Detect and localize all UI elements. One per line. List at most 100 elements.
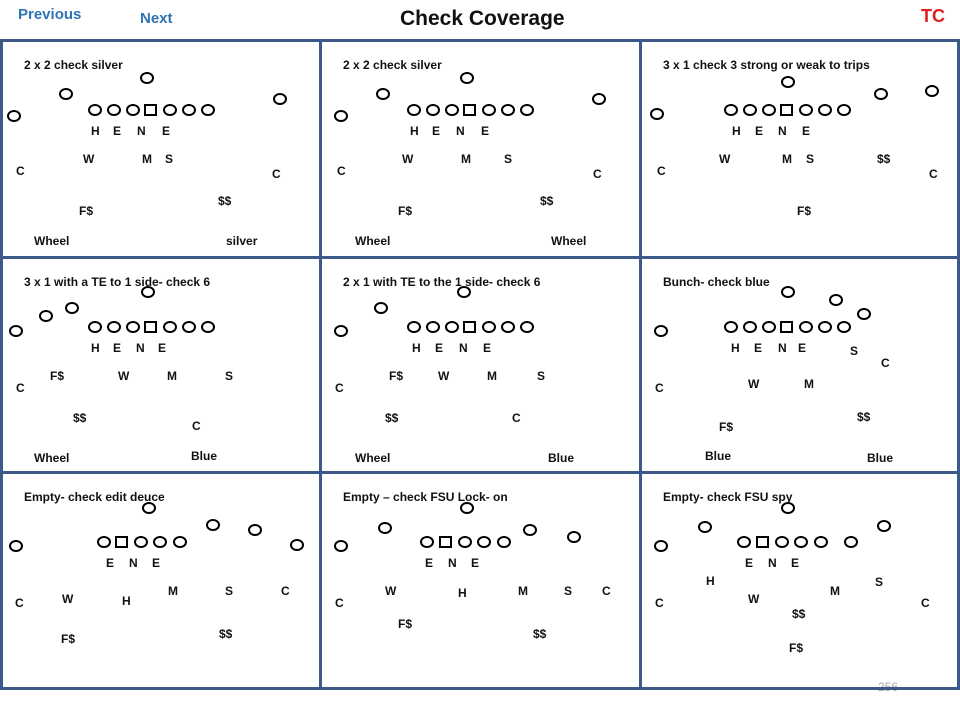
player-marker <box>837 321 851 333</box>
player-label: C <box>16 164 25 178</box>
coverage-panel: Empty- check edit deuce E N E M S C C W H $$ F$ <box>3 474 319 688</box>
player-marker <box>182 321 196 333</box>
player-label: E <box>432 124 441 138</box>
player-marker <box>794 536 808 548</box>
ball-marker <box>463 104 476 116</box>
player-marker <box>698 521 712 533</box>
panel-title: 2 x 1 with TE to the 1 side- check 6 <box>343 275 541 289</box>
player-marker <box>520 104 534 116</box>
player-label: C <box>657 164 666 178</box>
player-label: F$ <box>398 617 413 631</box>
player-marker <box>781 286 795 298</box>
player-label: S <box>165 152 174 166</box>
player-label: H <box>410 124 419 138</box>
player-label: F$ <box>398 204 413 218</box>
player-marker <box>497 536 511 548</box>
player-label: Blue <box>191 449 218 463</box>
player-label: C <box>929 167 938 181</box>
player-marker <box>153 536 167 548</box>
player-label: E <box>471 556 480 570</box>
player-marker <box>134 536 148 548</box>
player-label: E <box>425 556 434 570</box>
grid-line <box>0 256 960 259</box>
player-label: C <box>593 167 602 181</box>
tc-link[interactable]: TC <box>921 6 945 26</box>
player-marker <box>762 321 776 333</box>
player-label: E <box>798 341 807 355</box>
player-label: Wheel <box>355 451 391 465</box>
player-label: C <box>335 596 344 610</box>
previous-link[interactable]: Previous <box>18 6 82 23</box>
player-marker <box>837 104 851 116</box>
player-label: M <box>804 377 814 391</box>
player-marker <box>9 325 23 337</box>
player-marker <box>457 286 471 298</box>
player-marker <box>523 524 537 536</box>
player-marker <box>163 321 177 333</box>
player-label: C <box>602 584 611 598</box>
player-marker <box>445 321 459 333</box>
player-label: W <box>83 152 95 166</box>
player-label: F$ <box>389 369 404 383</box>
player-label: $$ <box>219 627 233 641</box>
player-label: Wheel <box>34 451 70 465</box>
player-label: N <box>448 556 457 570</box>
ball-marker <box>756 536 769 548</box>
player-marker <box>420 536 434 548</box>
player-label: E <box>791 556 800 570</box>
player-label: E <box>158 341 167 355</box>
player-label: E <box>106 556 115 570</box>
page-title: Check Coverage <box>400 7 565 30</box>
player-label: Blue <box>867 451 894 465</box>
player-marker <box>781 76 795 88</box>
player-marker <box>737 536 751 548</box>
player-label: C <box>655 596 664 610</box>
panel-title: Empty – check FSU Lock- on <box>343 490 508 504</box>
player-label: H <box>731 341 740 355</box>
panel-title: 3 x 1 check 3 strong or weak to trips <box>663 58 870 72</box>
panel-title: 2 x 2 check silver <box>24 58 123 72</box>
next-link[interactable]: Next <box>140 10 173 27</box>
player-marker <box>762 104 776 116</box>
player-label: H <box>412 341 421 355</box>
grid-line <box>0 471 960 474</box>
player-marker <box>107 104 121 116</box>
player-marker <box>201 321 215 333</box>
player-marker <box>141 286 155 298</box>
player-marker <box>334 540 348 552</box>
player-label: S <box>225 584 234 598</box>
coverage-panel: Empty – check FSU Lock- on E N E W M S C C H F$ $$ <box>322 474 638 688</box>
player-marker <box>799 104 813 116</box>
player-marker <box>654 325 668 337</box>
player-marker <box>743 104 757 116</box>
grid-line <box>0 39 960 42</box>
panel-title: Empty- check edit deuce <box>24 490 165 504</box>
player-marker <box>818 321 832 333</box>
player-marker <box>877 520 891 532</box>
player-marker <box>97 536 111 548</box>
grid-line <box>0 687 960 690</box>
player-label: S <box>225 369 234 383</box>
player-label: C <box>655 381 664 395</box>
coverage-panel: 3 x 1 with a TE to 1 side- check 6 H E N E F$… <box>3 259 319 473</box>
player-label: F$ <box>719 420 734 434</box>
player-label: W <box>719 152 731 166</box>
player-label: C <box>15 596 24 610</box>
player-label: E <box>113 341 122 355</box>
player-label: $$ <box>857 410 871 424</box>
player-marker <box>460 502 474 514</box>
player-label: H <box>122 594 131 608</box>
player-label: C <box>281 584 290 598</box>
player-label: N <box>129 556 138 570</box>
player-marker <box>592 93 606 105</box>
player-marker <box>88 321 102 333</box>
player-marker <box>458 536 472 548</box>
player-marker <box>857 308 871 320</box>
player-marker <box>126 321 140 333</box>
player-label: H <box>91 124 100 138</box>
ball-marker <box>144 104 157 116</box>
coverage-panel: 3 x 1 check 3 strong or weak to trips H E N… <box>642 42 958 256</box>
ball-marker <box>780 104 793 116</box>
player-marker <box>142 502 156 514</box>
player-marker <box>9 540 23 552</box>
